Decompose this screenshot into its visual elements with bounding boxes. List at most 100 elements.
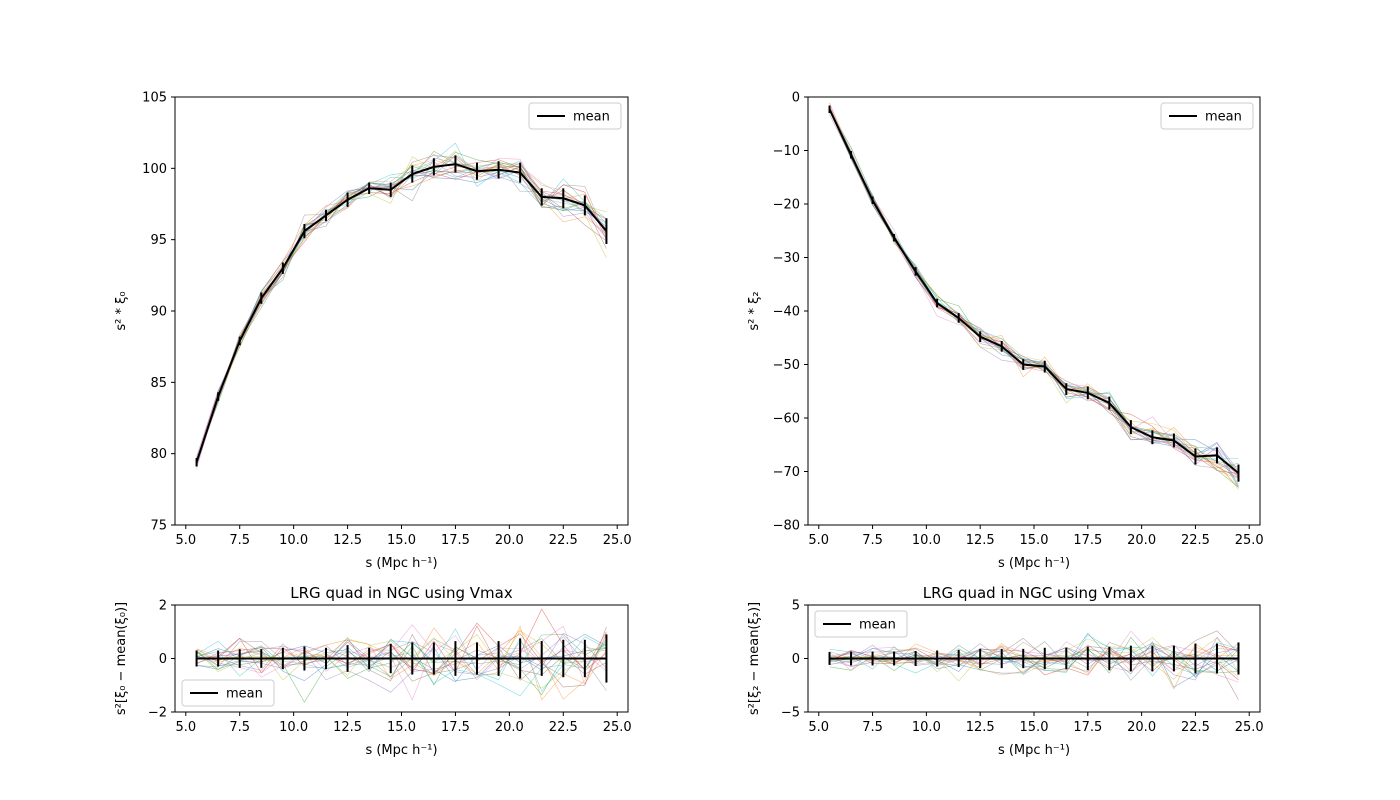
- realization-line: [829, 108, 1239, 485]
- y-tick-label: −60: [773, 412, 800, 427]
- x-tick-label: 22.5: [549, 720, 578, 735]
- realization-line: [196, 168, 607, 466]
- realization-line: [196, 168, 607, 464]
- panel-dxi2: 5.0 7.5 10.0 12.5 15.0 17.5 20.0 22.5 25.0 −5 0 5 s …: [747, 584, 1264, 758]
- x-tick-label: 22.5: [549, 533, 578, 548]
- realization-line: [829, 103, 1239, 477]
- realizations: [829, 102, 1239, 490]
- x-tick-label: 17.5: [1073, 720, 1102, 735]
- realization-line: [196, 630, 607, 666]
- x-tick-label: 15.0: [1020, 720, 1049, 735]
- realizations: [196, 608, 607, 703]
- realization-line: [829, 106, 1239, 488]
- realization-line: [829, 105, 1239, 478]
- y-tick-label: 100: [142, 162, 167, 177]
- y-tick-label: −10: [773, 144, 800, 159]
- realization-line: [829, 107, 1239, 473]
- legend-label: mean: [1205, 110, 1242, 125]
- x-tick-label: 17.5: [441, 720, 470, 735]
- realization-line: [829, 630, 1239, 671]
- realization-line: [196, 633, 607, 682]
- x-tick-label: 7.5: [229, 720, 250, 735]
- realization-line: [829, 644, 1239, 667]
- realization-line: [829, 109, 1239, 487]
- realizations: [829, 630, 1239, 700]
- realization-line: [829, 109, 1239, 469]
- mean-line: [195, 163, 608, 463]
- y-tick-label: 0: [792, 91, 800, 106]
- y-tick-label: −40: [773, 305, 800, 320]
- y-tick-label: −50: [773, 358, 800, 373]
- y-axis-label: s²[ξ₀ − mean(ξ₀)]: [114, 602, 129, 715]
- realization-line: [196, 638, 607, 691]
- y-tick-label: −2: [148, 706, 167, 721]
- legend-box: [814, 610, 908, 638]
- mean-line: [828, 108, 1240, 474]
- x-tick-label: 12.5: [966, 720, 995, 735]
- legend-box: [181, 679, 275, 707]
- panel-xi2: 5.0 7.5 10.0 12.5 15.0 17.5 20.0 22.5 25.0 −80 −70…: [747, 91, 1264, 572]
- y-tick-label: 2: [159, 599, 167, 614]
- x-axis-label: s (Mpc h⁻¹): [998, 556, 1070, 571]
- x-axis-label: s (Mpc h⁻¹): [998, 743, 1070, 758]
- x-tick-label: 15.0: [387, 720, 416, 735]
- x-tick-label: 15.0: [387, 533, 416, 548]
- realization-line: [829, 109, 1239, 468]
- y-tick-label: −20: [773, 198, 800, 213]
- realization-line: [829, 641, 1239, 673]
- x-tick-label: 5.0: [175, 720, 196, 735]
- x-tick-label: 5.0: [808, 720, 829, 735]
- y-tick-label: 0: [792, 652, 800, 667]
- realization-line: [829, 630, 1239, 669]
- realization-line: [196, 629, 607, 700]
- x-tick-label: 20.0: [1127, 720, 1156, 735]
- x-tick-label: 15.0: [1020, 533, 1049, 548]
- realization-line: [829, 643, 1239, 690]
- axes-frame: [174, 96, 629, 526]
- y-tick-label: −70: [773, 465, 800, 480]
- realization-line: [829, 108, 1239, 474]
- y-axis-label: s²[ξ₂ − mean(ξ₂)]: [747, 602, 762, 715]
- legend-label: mean: [226, 687, 263, 702]
- realization-line: [829, 109, 1239, 477]
- x-tick-label: 10.0: [279, 720, 308, 735]
- x-tick-label: 22.5: [1181, 720, 1210, 735]
- y-tick-label: 80: [150, 447, 167, 462]
- x-tick-label: 17.5: [441, 533, 470, 548]
- realization-line: [829, 109, 1239, 460]
- x-tick-label: 25.0: [1235, 720, 1264, 735]
- axes-frame: [807, 96, 1261, 526]
- realization-line: [196, 637, 607, 682]
- panel-xi0: 5.0 7.5 10.0 12.5 15.0 17.5 20.0 22.5 25.0 75 80 85…: [114, 91, 632, 572]
- realization-line: [196, 638, 607, 677]
- y-axis-label: s² * ξ₀: [114, 291, 129, 330]
- realization-line: [196, 159, 607, 461]
- realization-line: [196, 163, 607, 462]
- x-tick-label: 10.0: [912, 533, 941, 548]
- x-tick-label: 25.0: [603, 720, 632, 735]
- x-tick-label: 25.0: [603, 533, 632, 548]
- legend-label: mean: [573, 110, 610, 125]
- x-tick-label: 25.0: [1235, 533, 1264, 548]
- legend-label: mean: [859, 618, 896, 633]
- realization-line: [829, 102, 1239, 488]
- x-tick-label: 5.0: [808, 533, 829, 548]
- y-axis-label: s² * ξ₂: [747, 291, 762, 330]
- y-tick-label: 105: [142, 91, 167, 106]
- realization-line: [196, 167, 607, 462]
- x-tick-label: 20.0: [495, 720, 524, 735]
- x-tick-label: 10.0: [279, 533, 308, 548]
- legend-box: [1160, 102, 1254, 130]
- realization-line: [829, 107, 1239, 488]
- realization-line: [829, 634, 1239, 679]
- y-tick-label: −80: [773, 519, 800, 534]
- realization-line: [829, 107, 1239, 490]
- x-tick-label: 7.5: [862, 533, 883, 548]
- x-tick-label: 7.5: [229, 533, 250, 548]
- y-tick-label: 95: [150, 233, 167, 248]
- x-tick-label: 10.0: [912, 720, 941, 735]
- x-tick-label: 12.5: [333, 720, 362, 735]
- x-tick-label: 20.0: [495, 533, 524, 548]
- legend-box: [528, 102, 622, 130]
